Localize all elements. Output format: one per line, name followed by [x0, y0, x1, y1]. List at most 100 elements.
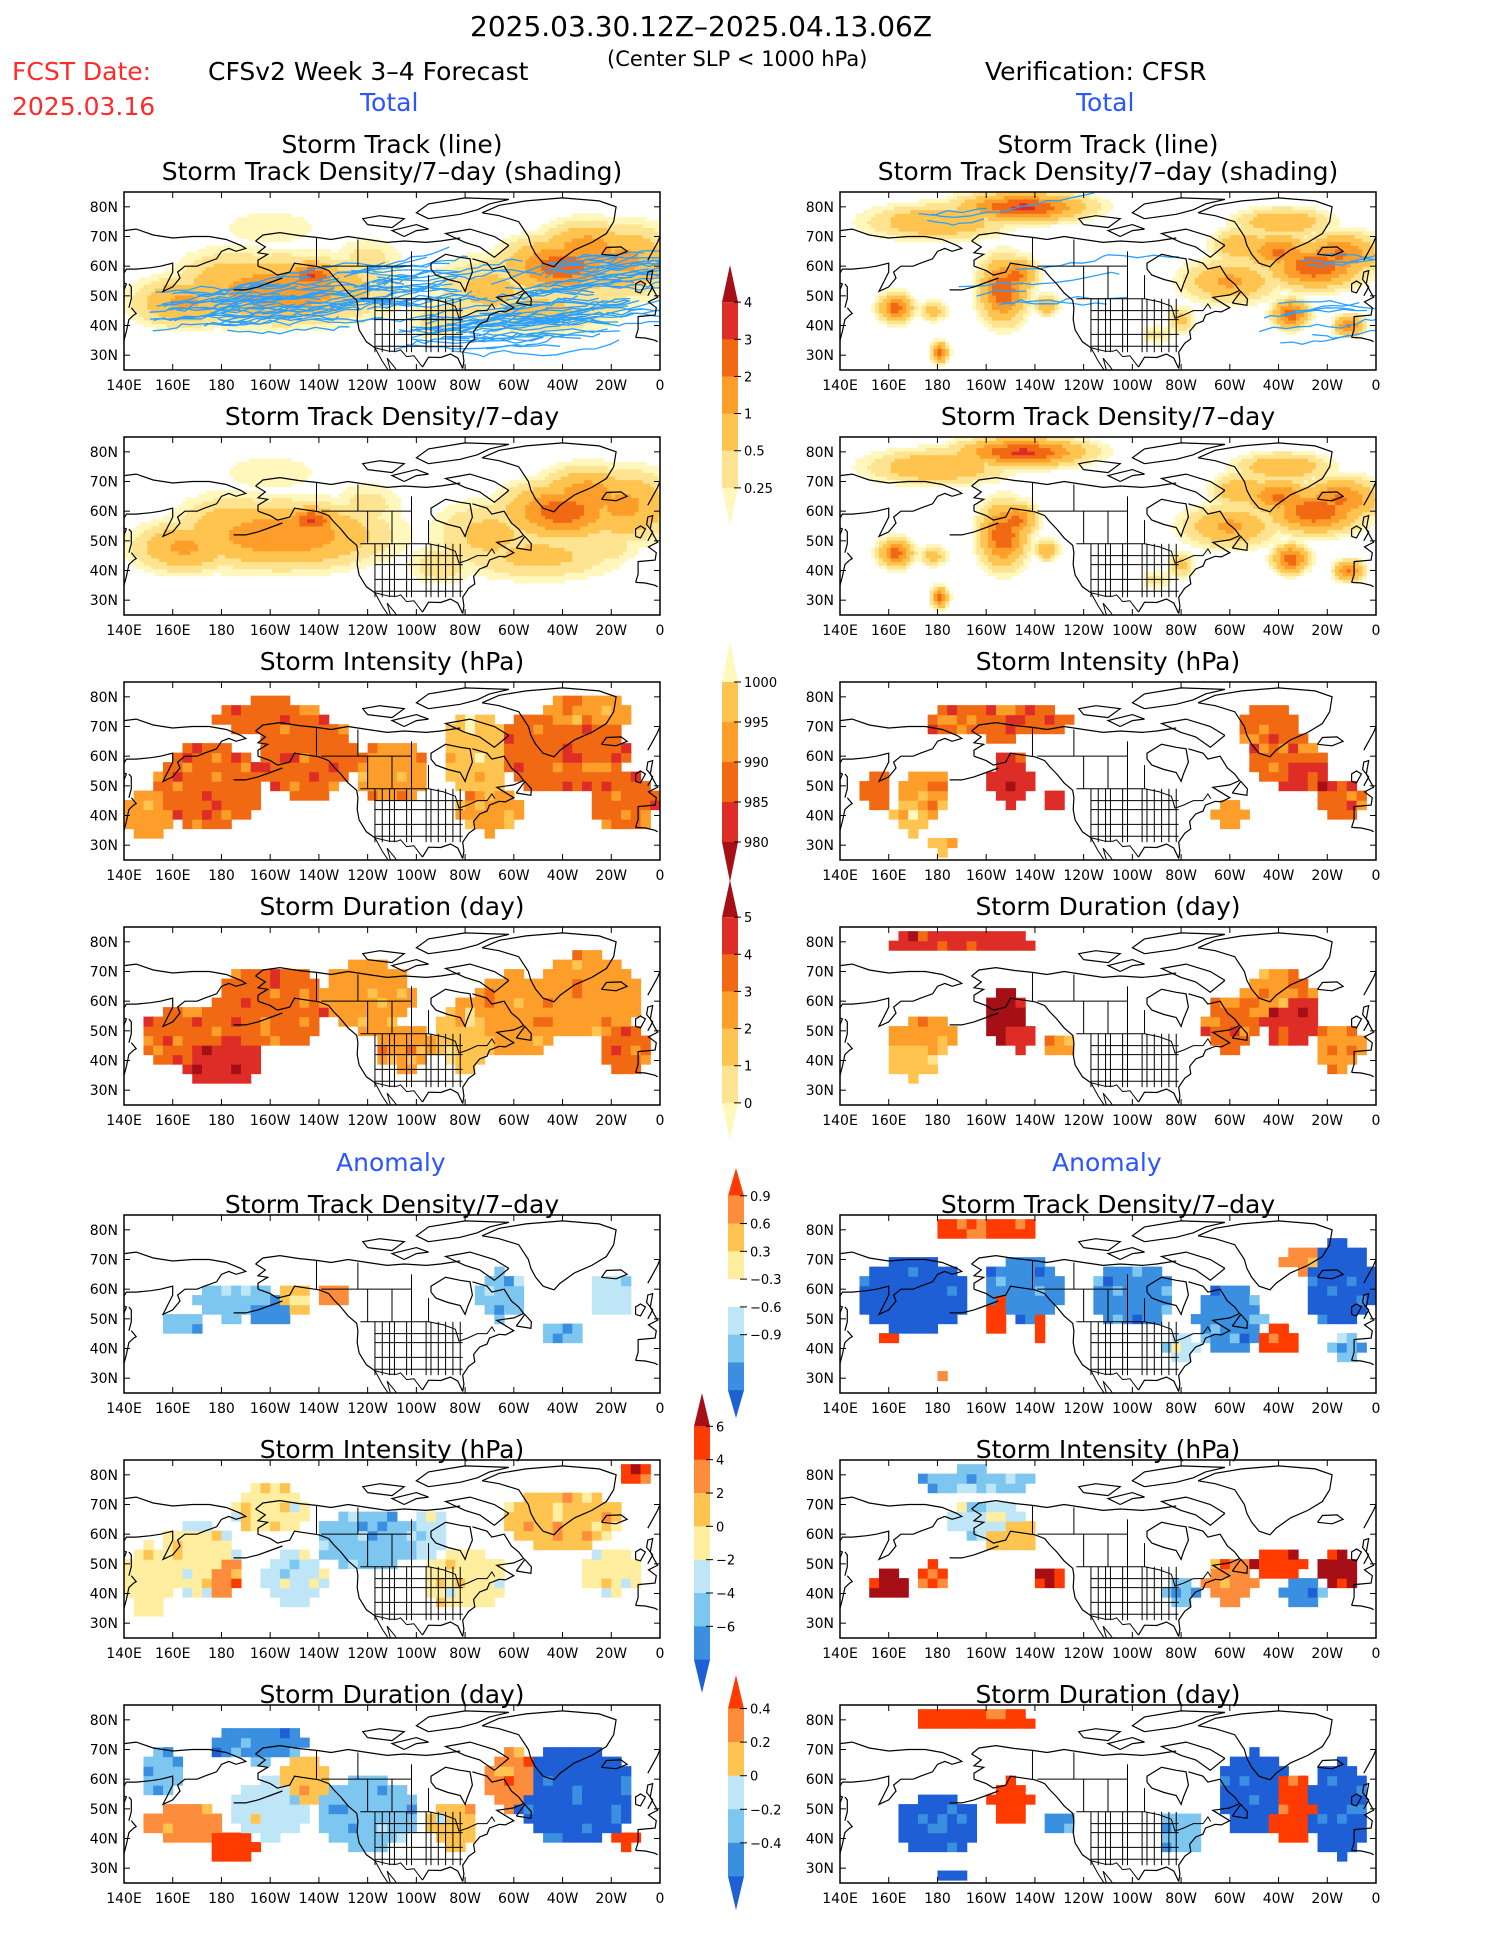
lon-tick-label: 140W [1015, 1113, 1056, 1129]
lon-tick-label: 60W [498, 623, 530, 639]
lon-tick-label: 100W [1112, 1113, 1153, 1129]
lat-tick-label: 30N [90, 348, 118, 364]
lon-tick-label: 100W [1112, 623, 1153, 639]
coastline-map [119, 1221, 660, 1405]
lon-tick-label: 0 [1372, 868, 1381, 884]
lon-tick-label: 180 [208, 868, 235, 884]
colorbar-arrow-top [722, 642, 738, 682]
lat-tick-label: 70N [806, 475, 834, 491]
colorbar-segment [722, 722, 738, 763]
lat-tick-label: 50N [806, 289, 834, 305]
colorbar-label: 0.2 [750, 1736, 771, 1751]
lon-tick-label: 140W [299, 378, 340, 394]
section-anomaly-left: Anomaly [336, 1148, 446, 1177]
lon-tick-label: 160W [966, 378, 1007, 394]
lon-tick-label: 140W [299, 1113, 340, 1129]
lon-tick-label: 0 [656, 868, 665, 884]
title-density-right: Storm Track Density/7–day [840, 403, 1376, 430]
lat-tick-label: 40N [806, 1342, 834, 1358]
colorbar-arrow-bottom [722, 842, 738, 882]
colorbar-label: 4 [744, 948, 752, 963]
lon-tick-label: 160W [250, 1113, 291, 1129]
lon-tick-label: 140W [299, 868, 340, 884]
lon-tick-label: 20W [1311, 1646, 1343, 1662]
colorbar-arrow-top [728, 1168, 744, 1196]
lon-tick-label: 180 [208, 1891, 235, 1907]
lat-tick-label: 70N [90, 1253, 118, 1269]
lat-tick-label: 60N [806, 1527, 834, 1543]
lon-tick-label: 100W [396, 1891, 437, 1907]
title-anom-duration-right: Storm Duration (day) [840, 1681, 1376, 1708]
lat-tick-label: 70N [806, 1253, 834, 1269]
lat-tick-label: 30N [90, 1371, 118, 1387]
lat-tick-label: 40N [90, 1832, 118, 1848]
lon-tick-label: 60W [498, 868, 530, 884]
lon-tick-label: 0 [1372, 623, 1381, 639]
lon-tick-label: 140E [822, 1891, 858, 1907]
lat-tick-label: 50N [90, 289, 118, 305]
colorbar-label: −0.9 [750, 1329, 782, 1344]
lon-tick-label: 180 [924, 1401, 951, 1417]
colorbar-segment [728, 1809, 744, 1843]
lon-tick-label: 60W [498, 1113, 530, 1129]
lat-tick-label: 30N [806, 1861, 834, 1877]
lon-tick-label: 80W [1165, 1113, 1197, 1129]
lon-tick-label: 140E [106, 868, 142, 884]
lon-tick-label: 40W [1263, 868, 1295, 884]
colorbar-segment [722, 1029, 738, 1067]
lat-tick-label: 60N [90, 1527, 118, 1543]
colorbar-label: 3 [744, 985, 752, 1000]
lat-tick-label: 80N [806, 200, 834, 216]
lat-tick-label: 50N [90, 534, 118, 550]
lat-tick-label: 40N [806, 1832, 834, 1848]
lon-tick-label: 160E [871, 378, 907, 394]
colorbar-segment [722, 376, 738, 414]
lat-tick-label: 80N [806, 445, 834, 461]
lon-tick-label: 0 [1372, 1646, 1381, 1662]
lon-tick-label: 180 [208, 1113, 235, 1129]
title-track-line-left: Storm Track (line) [124, 131, 660, 158]
lon-tick-label: 160W [966, 1401, 1007, 1417]
colorbar-label: 980 [744, 836, 769, 851]
lat-tick-label: 40N [90, 319, 118, 335]
colorbar-label: 0.3 [750, 1245, 771, 1260]
lon-tick-label: 40W [1263, 1401, 1295, 1417]
lon-tick-label: 140E [106, 1113, 142, 1129]
colorbar-segment [722, 414, 738, 452]
lon-tick-label: 20W [595, 868, 627, 884]
lon-tick-label: 80W [449, 1891, 481, 1907]
colorbar-arrow-bottom [722, 488, 738, 525]
shading-field [124, 1464, 651, 1616]
lon-tick-label: 120W [347, 623, 388, 639]
lat-tick-label: 60N [806, 1282, 834, 1298]
title-anom-intensity-right: Storm Intensity (hPa) [840, 1436, 1376, 1463]
lon-tick-label: 160W [250, 1646, 291, 1662]
lon-tick-label: 180 [924, 868, 951, 884]
lat-tick-label: 40N [90, 1587, 118, 1603]
lon-tick-label: 160E [871, 1401, 907, 1417]
lat-tick-label: 40N [806, 1054, 834, 1070]
colorbar-label: −0.3 [750, 1273, 782, 1288]
colorbar-segment [722, 802, 738, 843]
colorbar-label: 1 [744, 408, 752, 423]
lon-tick-label: 40W [547, 623, 579, 639]
lon-tick-label: 160E [155, 623, 191, 639]
colorbar-segment [694, 1460, 710, 1494]
lat-tick-label: 60N [90, 1772, 118, 1788]
lat-tick-label: 50N [806, 534, 834, 550]
lon-tick-label: 140E [106, 1891, 142, 1907]
lat-tick-label: 40N [806, 319, 834, 335]
lat-tick-label: 50N [90, 1557, 118, 1573]
colorbar-label: −4 [716, 1587, 735, 1602]
lon-tick-label: 120W [1063, 1113, 1104, 1129]
colorbar-segment [722, 302, 738, 340]
lat-tick-label: 50N [90, 1024, 118, 1040]
lat-tick-label: 60N [806, 259, 834, 275]
title-intensity-right: Storm Intensity (hPa) [840, 648, 1376, 675]
colorbar-label: 2 [744, 1023, 752, 1038]
